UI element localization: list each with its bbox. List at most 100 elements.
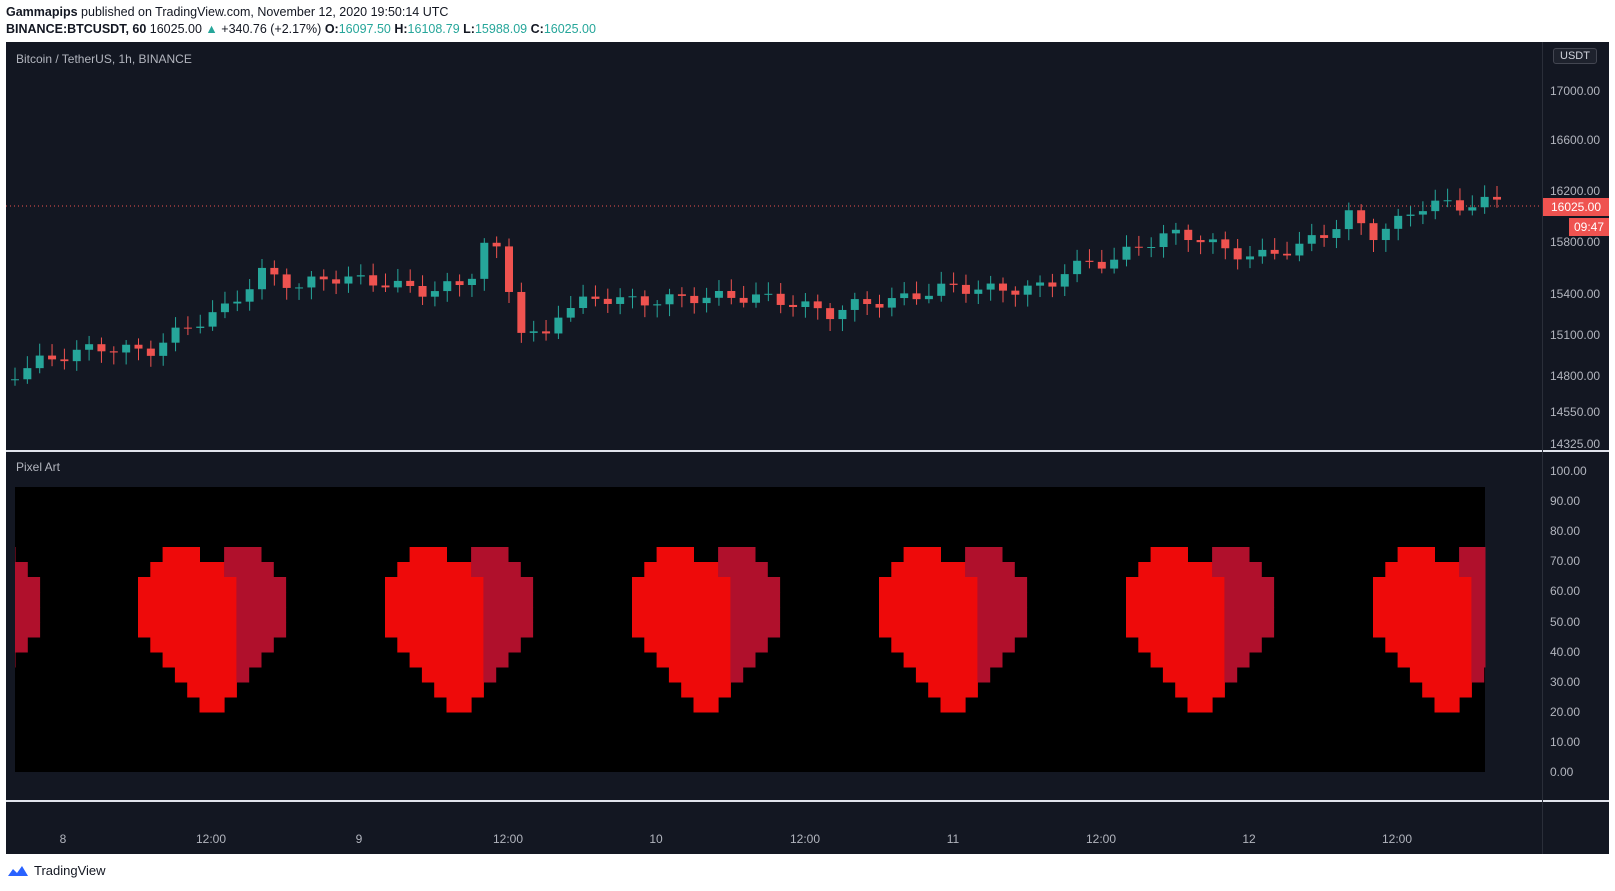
heart-pixel [495, 607, 509, 623]
heart-pixel [236, 592, 250, 608]
chart-area[interactable]: Bitcoin / TetherUS, 1h, BINANCE Pixel Ar… [6, 42, 1609, 854]
heart-pixel [1397, 592, 1411, 608]
heart-pixel [138, 577, 151, 593]
heart-pixel [1236, 547, 1250, 563]
heart-pixel [952, 682, 966, 698]
heart-pixel [755, 562, 768, 578]
author-name[interactable]: Gammapips [6, 5, 78, 19]
heart-pixel [1236, 607, 1250, 623]
heart-pixel [1249, 637, 1262, 653]
candle-body [1097, 261, 1106, 269]
heart-pixel [409, 652, 423, 668]
heart-pixel [1471, 622, 1485, 638]
candle-body [492, 242, 501, 247]
heart-pixel [150, 637, 164, 653]
heart-pixel [520, 622, 534, 638]
heart-pixel [446, 562, 460, 578]
heart-pixel [1249, 562, 1262, 578]
heart-pixel [928, 622, 941, 638]
candle-body [97, 344, 106, 352]
heart-pixel [397, 592, 411, 608]
heart-pixel [483, 607, 497, 623]
heart-pixel [1446, 682, 1460, 698]
heart-pixel [434, 562, 447, 578]
candle-body [1147, 247, 1156, 249]
heart-pixel [915, 562, 929, 578]
heart-pixel [1014, 577, 1028, 593]
heart-pixel [174, 592, 188, 608]
candle-body [961, 284, 970, 294]
heart-pixel [199, 592, 213, 608]
heart-pixel [903, 592, 917, 608]
heart-pixel [495, 622, 509, 638]
heart-pixel [940, 637, 954, 653]
heart-pixel [248, 577, 262, 593]
heart-pixel [1249, 592, 1262, 608]
heart-pixel [236, 637, 250, 653]
heart-pixel [27, 592, 41, 608]
heart-pixel [261, 622, 274, 638]
pane-separator[interactable] [6, 450, 1609, 452]
heart-pixel [434, 547, 447, 563]
heart-pixel [915, 592, 929, 608]
time-tick-label: 12:00 [1381, 832, 1413, 846]
heart-pixel [681, 622, 694, 638]
heart-pixel [434, 577, 447, 593]
heart-pixel [261, 637, 274, 653]
candlestick-series[interactable] [6, 42, 1542, 450]
heart-pixel [409, 592, 423, 608]
heart-pixel [1162, 562, 1176, 578]
candle-body [838, 309, 847, 320]
heart-pixel [1199, 637, 1213, 653]
heart-pixel [1224, 607, 1238, 623]
indicator-tick-label: 50.00 [1550, 614, 1581, 629]
heart-pixel [989, 592, 1003, 608]
candle-body [319, 276, 328, 280]
heart-pixel [1397, 637, 1411, 653]
heart-pixel [199, 697, 213, 713]
heart-pixel [718, 622, 731, 638]
heart-pixel [952, 607, 966, 623]
heart-pixel [656, 607, 670, 623]
price-axis-border [1542, 42, 1543, 854]
heart-pixel [1471, 607, 1485, 623]
candle-body [1221, 239, 1230, 249]
heart-pixel [15, 607, 28, 623]
heart-pixel [1162, 637, 1176, 653]
time-tick-label: 12:00 [195, 832, 227, 846]
heart-pixel [15, 547, 16, 563]
heart-pixel [1373, 592, 1386, 608]
currency-button[interactable]: USDT [1553, 48, 1597, 64]
heart-pixel [656, 652, 670, 668]
heart-pixel [199, 607, 213, 623]
heart-pixel [162, 622, 176, 638]
heart-pixel [495, 562, 509, 578]
heart-pixel [1138, 592, 1152, 608]
heart-pixel [693, 577, 707, 593]
heart-pixel [471, 592, 484, 608]
heart-pixel [1422, 577, 1435, 593]
price-tick-label: 17000.00 [1550, 84, 1601, 98]
high-value: 16108.79 [407, 22, 460, 36]
heart-pixel [1187, 637, 1201, 653]
candle-body [974, 289, 983, 294]
heart-pixel [1385, 592, 1399, 608]
heart-pixel [471, 547, 484, 563]
heart-pixel [705, 607, 719, 623]
heart-pixel [1446, 652, 1460, 668]
heart-pixel [965, 652, 978, 668]
heart-pixel [730, 562, 744, 578]
heart-pixel [705, 697, 719, 713]
candle-body [1295, 243, 1304, 256]
candle-body [677, 294, 686, 296]
heart-pixel [952, 637, 966, 653]
heart-pixel [940, 592, 954, 608]
heart-pixel [1224, 547, 1238, 563]
footer-brand[interactable]: TradingView [6, 863, 106, 878]
heart-pixel [471, 607, 484, 623]
heart-pixel [458, 637, 472, 653]
heart-pixel [1175, 682, 1188, 698]
heart-pixel [1162, 577, 1176, 593]
heart-pixel [693, 652, 707, 668]
candle-body [23, 368, 32, 380]
